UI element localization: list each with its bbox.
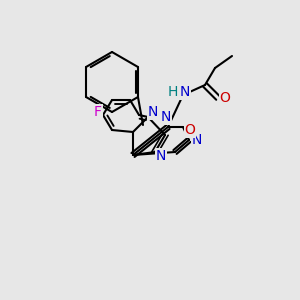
Text: F: F xyxy=(94,105,102,119)
Text: N: N xyxy=(180,85,190,99)
Text: O: O xyxy=(220,91,230,105)
Text: O: O xyxy=(184,123,195,137)
Text: N: N xyxy=(192,133,202,147)
Text: N: N xyxy=(161,110,171,124)
Text: H: H xyxy=(168,85,178,99)
Text: N: N xyxy=(148,105,158,119)
Text: N: N xyxy=(156,149,166,163)
